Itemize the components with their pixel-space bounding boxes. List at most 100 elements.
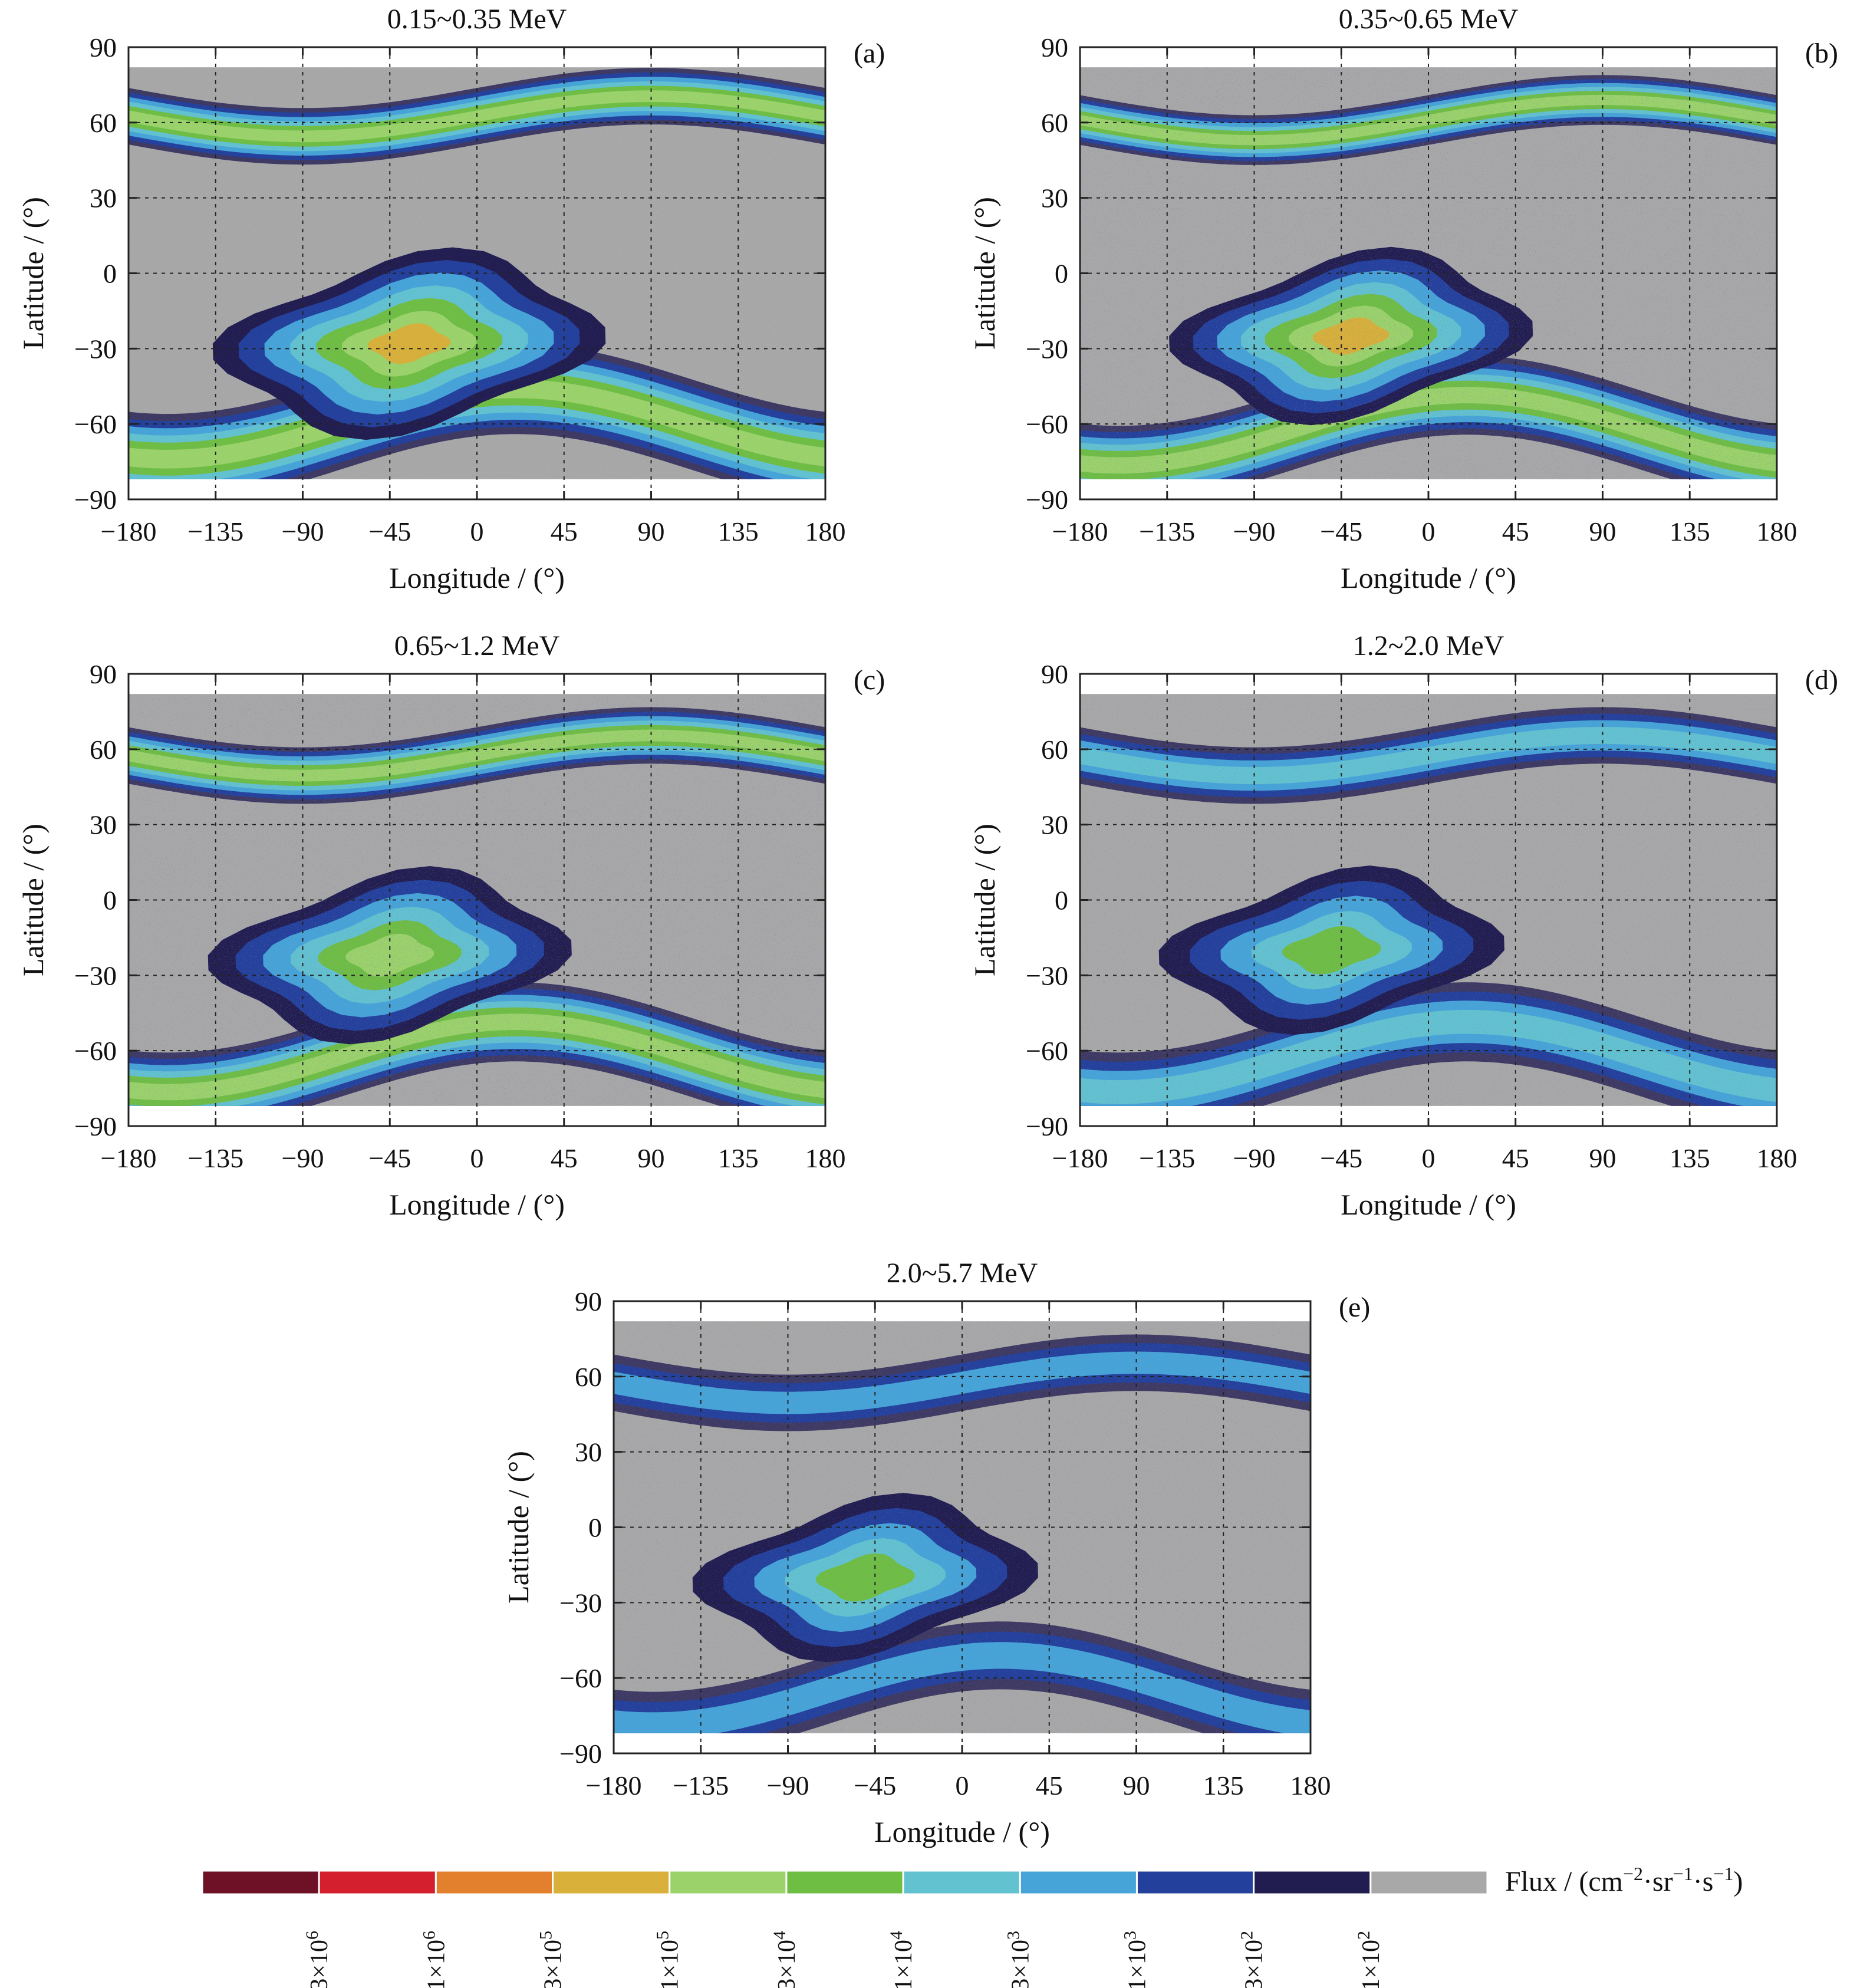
- y-tick-label: 90: [1041, 32, 1068, 62]
- panel-tag: (b): [1805, 38, 1838, 69]
- y-tick-label: 0: [103, 886, 117, 916]
- y-tick-label: 0: [1055, 886, 1068, 916]
- x-tick-label: 180: [1757, 1143, 1797, 1173]
- x-tick-label: 90: [1589, 516, 1616, 547]
- x-tick-label: 0: [1422, 516, 1435, 547]
- colorbar-label: Flux / (cm−2·sr−1·s−1): [1505, 1863, 1743, 1897]
- colorbar-swatch: [1019, 1869, 1138, 1895]
- x-axis-label: Longitude / (°): [1341, 561, 1516, 594]
- y-tick-label: −90: [1026, 1111, 1068, 1141]
- x-tick-label: 180: [1290, 1770, 1331, 1801]
- x-tick-label: −90: [1233, 516, 1276, 547]
- colorbar: 3×106 1×106 3×105 1×105 3×104 1×104 3×103 1×103…: [201, 1863, 1743, 1988]
- colorbar-tick-label: 3×106: [302, 1931, 333, 1988]
- colorbar-swatch: [902, 1869, 1021, 1895]
- y-tick-label: 60: [90, 108, 117, 138]
- colorbar-swatch: [1369, 1869, 1489, 1895]
- y-tick-label: 30: [1041, 183, 1068, 213]
- y-tick-label: −90: [74, 485, 117, 515]
- colorbar-swatch: [785, 1869, 904, 1895]
- x-tick-label: −45: [854, 1770, 896, 1801]
- y-tick-label: 60: [575, 1362, 602, 1392]
- x-tick-label: 135: [718, 516, 759, 547]
- colorbar-tick-label: 1×102: [1354, 1931, 1385, 1988]
- y-tick-label: −30: [1026, 960, 1068, 990]
- x-tick-label: 135: [1203, 1770, 1244, 1801]
- y-tick-label: −90: [559, 1739, 602, 1769]
- panel-title: 1.2~2.0 MeV: [1353, 630, 1504, 661]
- x-tick-label: 90: [638, 516, 665, 547]
- panel-tag: (c): [854, 664, 885, 696]
- y-tick-label: 30: [90, 183, 117, 213]
- colorbar-tick-label: 1×106: [419, 1931, 450, 1988]
- colorbar-tick-label: 1×104: [887, 1931, 917, 1988]
- y-tick-label: 60: [90, 735, 117, 765]
- y-tick-label: 30: [90, 810, 117, 840]
- x-tick-label: 45: [1036, 1770, 1063, 1801]
- colorbar-swatch: [434, 1869, 554, 1895]
- colorbar-tick-label: 1×103: [1120, 1931, 1151, 1988]
- x-tick-label: 0: [1422, 1143, 1435, 1173]
- x-axis-label: Longitude / (°): [389, 1188, 565, 1221]
- y-tick-label: −60: [74, 1036, 117, 1066]
- x-tick-label: 180: [805, 516, 846, 547]
- x-tick-label: −135: [1139, 516, 1195, 547]
- x-tick-label: 45: [551, 1143, 578, 1173]
- colorbar-swatch: [201, 1869, 320, 1895]
- panel-title: 0.65~1.2 MeV: [394, 630, 560, 661]
- x-tick-label: 45: [1502, 516, 1529, 547]
- y-axis-label: Latitude / (°): [17, 197, 50, 350]
- panel-title: 0.15~0.35 MeV: [387, 4, 567, 35]
- y-tick-label: −60: [559, 1663, 602, 1693]
- y-axis-label: Latitude / (°): [502, 1451, 535, 1604]
- y-tick-label: −30: [74, 334, 117, 364]
- x-tick-label: −180: [101, 516, 157, 547]
- x-axis-label: Longitude / (°): [389, 561, 565, 594]
- y-tick-label: 90: [90, 32, 117, 62]
- x-tick-label: 135: [1670, 1143, 1710, 1173]
- y-tick-label: 90: [90, 659, 117, 689]
- panel-c: −180 −135 −90 −45 0 45 90 135 180 90 60 30 0 −30 −60 −9…: [17, 630, 885, 1221]
- x-tick-label: 45: [551, 516, 578, 547]
- panel-d: −180 −135 −90 −45 0 45 90 135 180 90 60 30 0 −30 −60 −9…: [968, 630, 1838, 1221]
- x-tick-label: −45: [368, 516, 411, 547]
- x-tick-label: −135: [187, 1143, 243, 1173]
- x-tick-label: 135: [718, 1143, 759, 1173]
- panel-tag: (d): [1805, 664, 1838, 696]
- x-tick-label: 90: [1589, 1143, 1616, 1173]
- x-tick-label: −180: [101, 1143, 157, 1173]
- x-tick-label: −90: [1233, 1143, 1276, 1173]
- x-tick-label: −90: [767, 1770, 809, 1801]
- panel-e: −180 −135 −90 −45 0 45 90 135 180 90 60 30 0 −30 −60 −9…: [502, 1258, 1370, 1848]
- y-tick-label: 30: [575, 1437, 602, 1467]
- x-tick-label: 0: [956, 1770, 969, 1801]
- y-tick-label: −90: [1026, 485, 1068, 515]
- y-tick-label: 90: [575, 1286, 602, 1316]
- y-tick-label: 0: [103, 259, 117, 289]
- x-tick-label: −45: [1320, 1143, 1362, 1173]
- panel-title: 0.35~0.65 MeV: [1339, 4, 1519, 35]
- panel-a: −180 −135 −90 −45 0 45 90 135 180 90 60 30 0 −30 −60 −9…: [17, 4, 885, 594]
- panel-b: −180 −135 −90 −45 0 45 90 135 180 90 60 30 0 −30 −60 −9…: [968, 4, 1838, 594]
- x-tick-label: −180: [1052, 516, 1108, 547]
- x-axis-label: Longitude / (°): [874, 1815, 1050, 1848]
- colorbar-swatch: [1135, 1869, 1255, 1895]
- x-axis-label: Longitude / (°): [1341, 1188, 1516, 1221]
- x-tick-label: −45: [368, 1143, 411, 1173]
- y-axis-label: Latitude / (°): [968, 197, 1001, 350]
- y-tick-label: −60: [1026, 1036, 1068, 1066]
- x-tick-label: −45: [1320, 516, 1362, 547]
- colorbar-tick-label: 1×105: [653, 1931, 684, 1988]
- panel-title: 2.0~5.7 MeV: [887, 1258, 1038, 1289]
- x-tick-label: 180: [805, 1143, 846, 1173]
- x-tick-label: 0: [470, 516, 484, 547]
- y-tick-label: −60: [1026, 409, 1068, 439]
- x-tick-label: 180: [1757, 516, 1797, 547]
- x-tick-label: 135: [1670, 516, 1710, 547]
- x-tick-label: −90: [282, 1143, 324, 1173]
- y-tick-label: 0: [588, 1513, 602, 1543]
- x-tick-label: 90: [638, 1143, 665, 1173]
- y-tick-label: 30: [1041, 810, 1068, 840]
- y-tick-label: −30: [74, 960, 117, 990]
